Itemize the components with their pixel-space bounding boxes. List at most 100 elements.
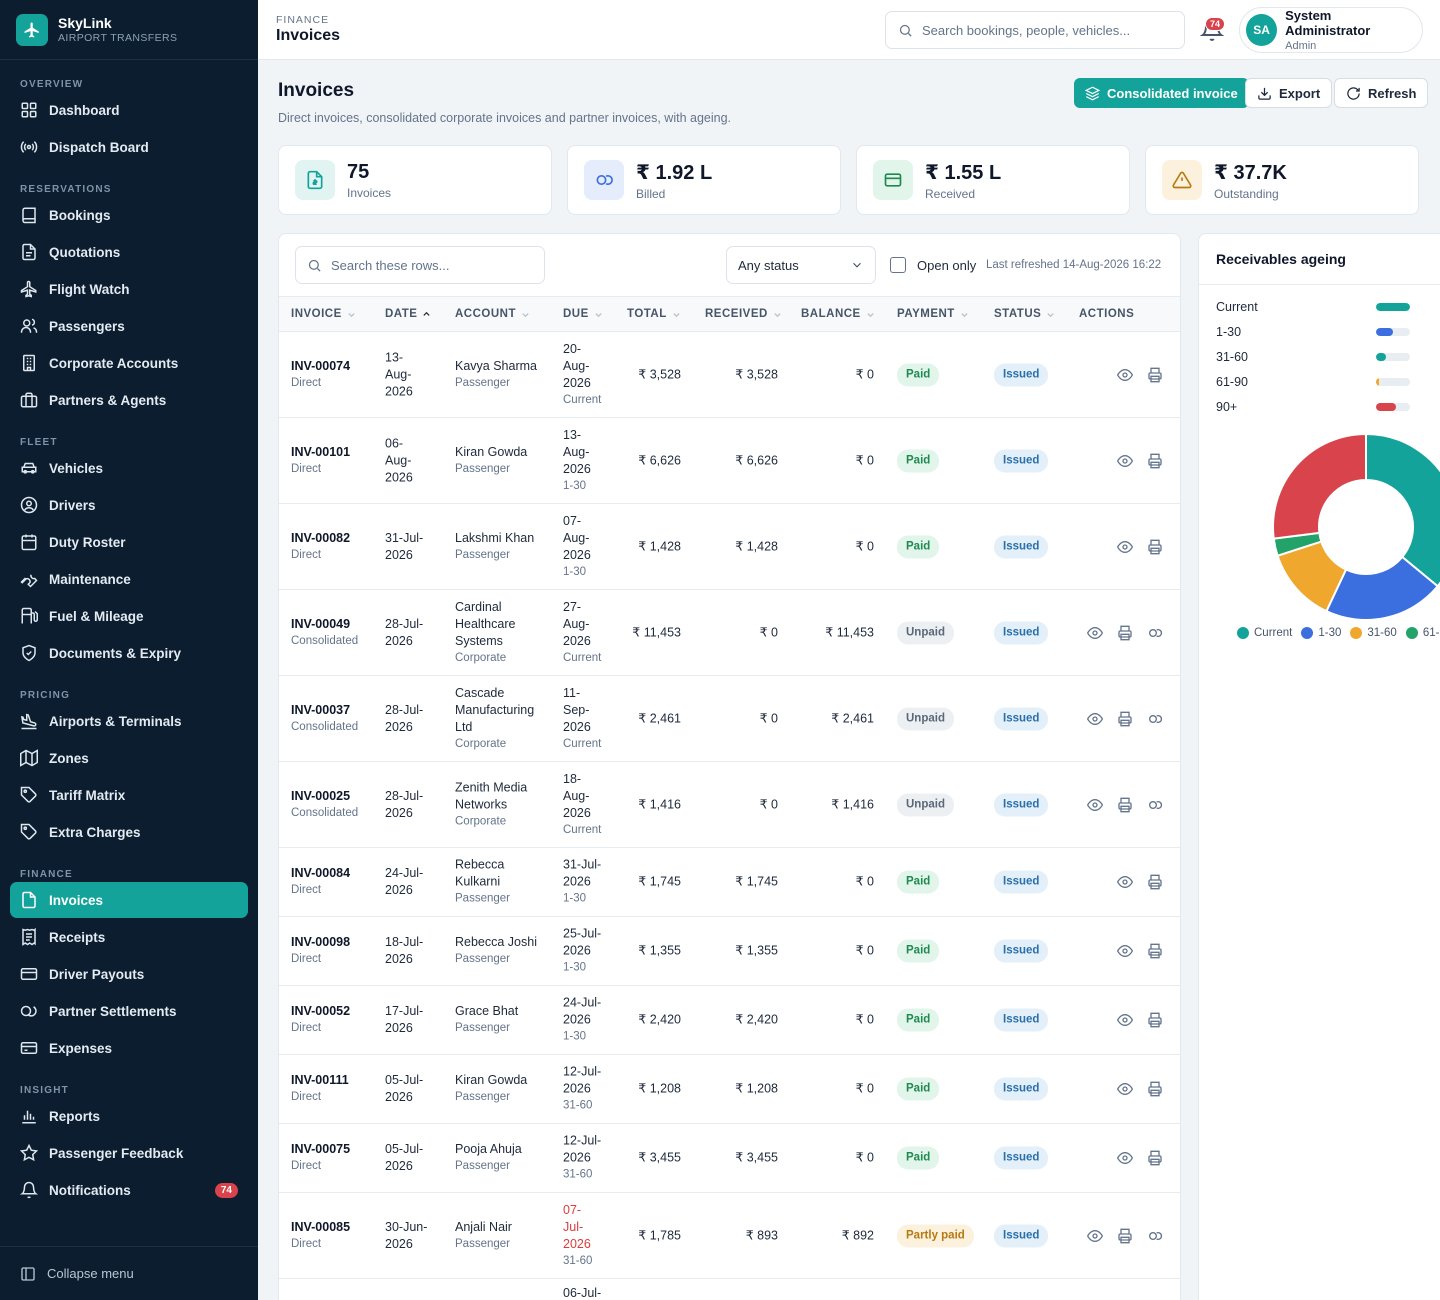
print-icon[interactable] bbox=[1147, 367, 1163, 383]
view-icon[interactable] bbox=[1087, 1228, 1103, 1244]
view-icon[interactable] bbox=[1117, 453, 1133, 469]
table-row[interactable]: INV-00084 Direct 24-Jul- 2026 Rebecca Ku… bbox=[279, 848, 1180, 917]
column-header-balance[interactable]: BALANCE bbox=[801, 308, 875, 320]
record-payment-icon[interactable] bbox=[1147, 1228, 1163, 1244]
table-row[interactable]: 06-Jul- bbox=[279, 1279, 1180, 1300]
sidebar-item-partner-settlements[interactable]: Partner Settlements bbox=[10, 993, 248, 1029]
refresh-button[interactable]: Refresh bbox=[1334, 78, 1429, 108]
column-header-total[interactable]: TOTAL bbox=[627, 308, 681, 320]
print-icon[interactable] bbox=[1117, 711, 1133, 727]
sidebar-item-tariff[interactable]: Tariff Matrix bbox=[10, 777, 248, 813]
sidebar-item-notifications[interactable]: Notifications 74 bbox=[10, 1172, 248, 1208]
sidebar-item-driver-payouts[interactable]: Driver Payouts bbox=[10, 956, 248, 992]
view-icon[interactable] bbox=[1087, 625, 1103, 641]
legend-item[interactable]: Current bbox=[1237, 627, 1292, 639]
sidebar-item-passengers[interactable]: Passengers bbox=[10, 308, 248, 344]
invoice-number[interactable]: INV-00084 bbox=[291, 866, 351, 880]
sidebar-item-fuel[interactable]: Fuel & Mileage bbox=[10, 598, 248, 634]
table-row[interactable]: INV-00075 Direct 05-Jul- 2026 Pooja Ahuj… bbox=[279, 1124, 1180, 1193]
invoice-number[interactable]: INV-00111 bbox=[291, 1073, 349, 1087]
column-header-invoice[interactable]: INVOICE bbox=[291, 308, 356, 320]
donut-slice-90plus[interactable] bbox=[1272, 432, 1367, 540]
table-row[interactable]: INV-00085 Direct 30-Jun- 2026 Anjali Nai… bbox=[279, 1193, 1180, 1279]
view-icon[interactable] bbox=[1117, 539, 1133, 555]
column-header-received[interactable]: RECEIVED bbox=[705, 308, 782, 320]
sidebar-item-documents[interactable]: Documents & Expiry bbox=[10, 635, 248, 671]
invoice-number[interactable]: INV-00098 bbox=[291, 935, 351, 949]
view-icon[interactable] bbox=[1087, 797, 1103, 813]
sidebar-item-zones[interactable]: Zones bbox=[10, 740, 248, 776]
record-payment-icon[interactable] bbox=[1147, 797, 1163, 813]
invoice-number[interactable]: INV-00075 bbox=[291, 1142, 351, 1156]
table-row[interactable]: INV-00025 Consolidated 28-Jul- 2026 Zeni… bbox=[279, 762, 1180, 848]
invoice-number[interactable]: INV-00101 bbox=[291, 444, 351, 459]
open-only-toggle[interactable]: Open only bbox=[890, 257, 976, 273]
sidebar-item-reports[interactable]: Reports bbox=[10, 1098, 248, 1134]
view-icon[interactable] bbox=[1087, 711, 1103, 727]
print-icon[interactable] bbox=[1147, 539, 1163, 555]
table-row[interactable]: INV-00074 Direct 13- Aug- 2026 Kavya Sha… bbox=[279, 332, 1180, 418]
open-only-checkbox[interactable] bbox=[890, 257, 906, 273]
print-icon[interactable] bbox=[1147, 1150, 1163, 1166]
print-icon[interactable] bbox=[1147, 874, 1163, 890]
sidebar-item-dispatch[interactable]: Dispatch Board bbox=[10, 129, 248, 165]
sidebar-item-airports[interactable]: Airports & Terminals bbox=[10, 703, 248, 739]
sidebar-item-drivers[interactable]: Drivers bbox=[10, 487, 248, 523]
print-icon[interactable] bbox=[1117, 797, 1133, 813]
table-row[interactable]: INV-00098 Direct 18-Jul- 2026 Rebecca Jo… bbox=[279, 917, 1180, 986]
table-row[interactable]: INV-00101 Direct 06- Aug- 2026 Kiran Gow… bbox=[279, 418, 1180, 504]
table-row[interactable]: INV-00037 Consolidated 28-Jul- 2026 Casc… bbox=[279, 676, 1180, 762]
column-header-status[interactable]: STATUS bbox=[994, 308, 1055, 320]
collapse-menu-button[interactable]: Collapse menu bbox=[0, 1246, 258, 1300]
sidebar-item-partners[interactable]: Partners & Agents bbox=[10, 382, 248, 418]
sidebar-item-maintenance[interactable]: Maintenance bbox=[10, 561, 248, 597]
print-icon[interactable] bbox=[1147, 1081, 1163, 1097]
view-icon[interactable] bbox=[1117, 874, 1133, 890]
legend-item[interactable]: 1-30 bbox=[1301, 627, 1341, 639]
table-row[interactable]: INV-00049 Consolidated 28-Jul- 2026 Card… bbox=[279, 590, 1180, 676]
table-row[interactable]: INV-00111 Direct 05-Jul- 2026 Kiran Gowd… bbox=[279, 1055, 1180, 1124]
print-icon[interactable] bbox=[1147, 1012, 1163, 1028]
row-search-input[interactable]: Search these rows... bbox=[295, 246, 545, 284]
sidebar-item-invoices[interactable]: Invoices bbox=[10, 882, 248, 918]
table-row[interactable]: INV-00052 Direct 17-Jul- 2026 Grace Bhat… bbox=[279, 986, 1180, 1055]
invoice-number[interactable]: INV-00085 bbox=[291, 1219, 351, 1234]
donut-slice-1-30[interactable] bbox=[1325, 555, 1440, 621]
column-header-due[interactable]: DUE bbox=[563, 308, 603, 320]
view-icon[interactable] bbox=[1117, 943, 1133, 959]
record-payment-icon[interactable] bbox=[1147, 711, 1163, 727]
global-search-input[interactable]: Search bookings, people, vehicles... bbox=[885, 11, 1185, 49]
column-header-date[interactable]: DATE bbox=[385, 308, 431, 320]
table-row[interactable]: INV-00082 Direct 31-Jul- 2026 Lakshmi Kh… bbox=[279, 504, 1180, 590]
sidebar-item-quotations[interactable]: Quotations bbox=[10, 234, 248, 270]
sidebar-item-vehicles[interactable]: Vehicles bbox=[10, 450, 248, 486]
invoice-number[interactable]: INV-00037 bbox=[291, 702, 351, 717]
invoice-number[interactable]: INV-00074 bbox=[291, 358, 351, 373]
sidebar-item-flight-watch[interactable]: Flight Watch bbox=[10, 271, 248, 307]
column-header-account[interactable]: ACCOUNT bbox=[455, 308, 530, 320]
view-icon[interactable] bbox=[1117, 1081, 1133, 1097]
invoice-number[interactable]: INV-00049 bbox=[291, 616, 351, 631]
record-payment-icon[interactable] bbox=[1147, 625, 1163, 641]
user-menu[interactable]: SA System Administrator Admin bbox=[1239, 7, 1423, 53]
status-filter-select[interactable]: Any status bbox=[726, 246, 876, 284]
legend-item[interactable]: 31-60 bbox=[1350, 627, 1397, 639]
sidebar-item-corporate-accounts[interactable]: Corporate Accounts bbox=[10, 345, 248, 381]
sidebar-item-extra-charges[interactable]: Extra Charges bbox=[10, 814, 248, 850]
sidebar-item-feedback[interactable]: Passenger Feedback bbox=[10, 1135, 248, 1171]
sidebar-item-expenses[interactable]: Expenses bbox=[10, 1030, 248, 1066]
print-icon[interactable] bbox=[1117, 625, 1133, 641]
export-button[interactable]: Export bbox=[1245, 78, 1333, 108]
invoice-number[interactable]: INV-00025 bbox=[291, 788, 351, 803]
donut-slice-current[interactable] bbox=[1365, 432, 1440, 588]
sidebar-item-receipts[interactable]: Receipts bbox=[10, 919, 248, 955]
view-icon[interactable] bbox=[1117, 367, 1133, 383]
invoice-number[interactable]: INV-00082 bbox=[291, 530, 351, 545]
view-icon[interactable] bbox=[1117, 1150, 1133, 1166]
consolidated-invoice-button[interactable]: Consolidated invoice bbox=[1074, 78, 1249, 108]
brand[interactable]: SkyLink AIRPORT TRANSFERS bbox=[0, 0, 258, 60]
column-header-payment[interactable]: PAYMENT bbox=[897, 308, 969, 320]
sidebar-item-dashboard[interactable]: Dashboard bbox=[10, 92, 248, 128]
print-icon[interactable] bbox=[1147, 943, 1163, 959]
legend-item[interactable]: 61-9 bbox=[1405, 627, 1440, 639]
